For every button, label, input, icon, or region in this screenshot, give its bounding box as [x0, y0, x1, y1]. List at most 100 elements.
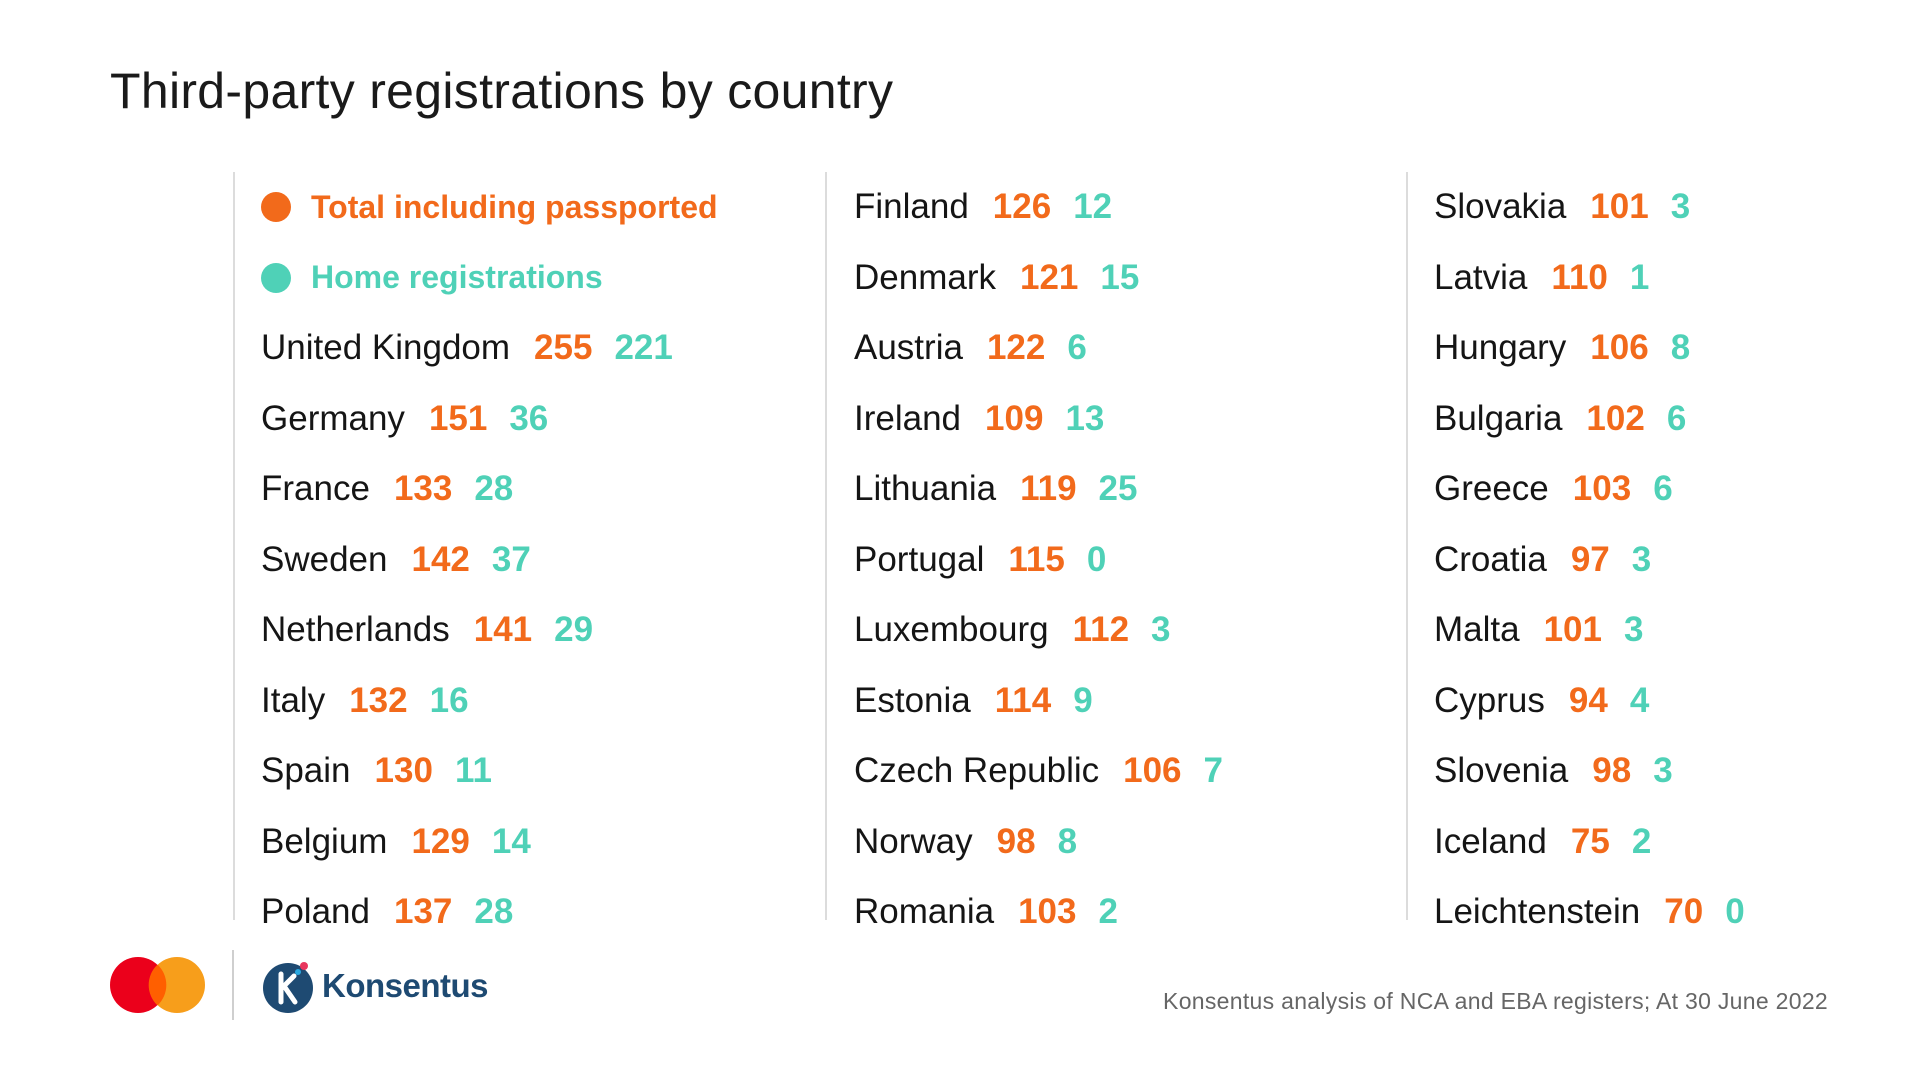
country-name: Ireland — [854, 398, 962, 438]
country-name: France — [261, 469, 370, 509]
home-value: 3 — [1653, 751, 1673, 791]
home-value: 1 — [1629, 257, 1650, 297]
table-row: Norway 98 8 — [827, 807, 1407, 878]
legend-item-home: Home registrations — [235, 243, 825, 314]
home-value: 0 — [1086, 539, 1107, 579]
source-note: Konsentus analysis of NCA and EBA regist… — [1163, 988, 1828, 1014]
home-value: 29 — [554, 610, 594, 650]
total-value: 98 — [996, 821, 1036, 861]
table-column-1: Total including passported Home registra… — [233, 172, 825, 931]
footer-logos: Konsentus — [110, 950, 530, 1020]
home-value: 6 — [1666, 398, 1687, 438]
table-row: Denmark 121 15 — [827, 243, 1407, 314]
home-value: 36 — [509, 398, 549, 438]
home-value: 14 — [491, 821, 531, 861]
table-row: Croatia 97 3 — [1408, 525, 1908, 596]
country-name: Cyprus — [1434, 680, 1545, 720]
table-column-2: Finland 126 12 Denmark 121 15 Austria 122 6 Irela… — [825, 172, 1407, 931]
total-value: 132 — [349, 680, 408, 720]
country-name: Lithuania — [854, 469, 997, 509]
table-row: Cyprus 94 4 — [1408, 666, 1908, 737]
table-row: Slovenia 98 3 — [1408, 736, 1908, 807]
home-value: 2 — [1098, 892, 1118, 932]
country-name: Netherlands — [261, 610, 450, 650]
total-value: 101 — [1590, 187, 1649, 227]
table-column-3: Slovakia 101 3 Latvia 110 1 Hungary 106 8 Bulgari… — [1406, 172, 1908, 931]
total-value: 75 — [1570, 821, 1610, 861]
table-row: Austria 122 6 — [827, 313, 1407, 384]
total-value: 101 — [1543, 610, 1602, 650]
country-name: Portugal — [854, 539, 985, 579]
table-row: Poland 137 28 — [235, 877, 825, 948]
home-value: 12 — [1073, 187, 1113, 227]
country-name: Germany — [261, 398, 405, 438]
total-value: 94 — [1568, 680, 1608, 720]
country-name: Romania — [854, 892, 995, 932]
konsentus-wordmark: Konsentus — [322, 967, 489, 1004]
home-value: 37 — [491, 539, 531, 579]
country-name: Spain — [261, 751, 351, 791]
total-value: 141 — [473, 610, 533, 650]
country-name: Czech Republic — [854, 751, 1100, 791]
home-value: 28 — [474, 892, 514, 932]
table-row: Belgium 129 14 — [235, 807, 825, 878]
country-name: Latvia — [1434, 257, 1528, 297]
table-row: Greece 103 6 — [1408, 454, 1908, 525]
table-row: Leichtenstein 70 0 — [1408, 877, 1908, 948]
total-value: 122 — [986, 328, 1046, 368]
country-name: Iceland — [1434, 821, 1547, 861]
home-value: 3 — [1670, 187, 1691, 227]
table-row: Germany 151 36 — [235, 384, 825, 455]
country-name: Leichtenstein — [1434, 892, 1641, 932]
total-value: 119 — [1020, 469, 1077, 509]
table-row: Romania 103 2 — [827, 877, 1407, 948]
table-row: Bulgaria 102 6 — [1408, 384, 1908, 455]
table-row: Spain 130 11 — [235, 736, 825, 807]
total-value: 115 — [1008, 539, 1065, 579]
table-row: Hungary 106 8 — [1408, 313, 1908, 384]
total-value: 133 — [393, 469, 453, 509]
home-value: 11 — [454, 751, 492, 791]
home-value: 28 — [474, 469, 514, 509]
rows-col-1: Total including passported Home registra… — [235, 172, 825, 313]
home-value: 6 — [1067, 328, 1087, 368]
home-value: 25 — [1098, 469, 1138, 509]
country-name: Croatia — [1434, 539, 1547, 579]
home-value: 15 — [1100, 257, 1140, 297]
country-name: Austria — [854, 328, 963, 368]
home-value: 2 — [1631, 821, 1652, 861]
country-name: Sweden — [261, 539, 388, 579]
country-name: Malta — [1434, 610, 1520, 650]
total-value: 70 — [1664, 892, 1704, 932]
home-value: 7 — [1203, 751, 1223, 791]
country-name: Slovakia — [1434, 187, 1567, 227]
mastercard-logo-icon — [110, 957, 205, 1013]
country-name: Bulgaria — [1434, 398, 1563, 438]
total-value: 142 — [411, 539, 470, 579]
table-row: Slovakia 101 3 — [1408, 172, 1908, 243]
home-legend-dot-icon — [261, 262, 291, 293]
total-value: 103 — [1572, 469, 1632, 509]
home-value: 6 — [1653, 469, 1673, 509]
country-list-1: United Kingdom 255 221 Germany 151 36 France 13… — [235, 313, 825, 948]
table-row: United Kingdom 255 221 — [235, 313, 825, 384]
country-name: Denmark — [854, 257, 996, 297]
table-row: France 133 28 — [235, 454, 825, 525]
country-name: Luxembourg — [854, 610, 1049, 650]
total-value: 106 — [1590, 328, 1649, 368]
legend-item-total: Total including passported — [235, 172, 825, 243]
total-value: 129 — [411, 821, 470, 861]
home-value: 221 — [614, 328, 673, 368]
total-value: 114 — [994, 680, 1052, 720]
total-value: 110 — [1551, 257, 1608, 297]
table-row: Italy 132 16 — [235, 666, 825, 737]
home-value: 4 — [1629, 680, 1650, 720]
total-value: 112 — [1072, 610, 1130, 650]
country-list-2: Finland 126 12 Denmark 121 15 Austria 122 6 Irela… — [827, 172, 1407, 948]
total-value: 137 — [393, 892, 453, 932]
total-value: 126 — [992, 187, 1052, 227]
total-value: 255 — [534, 328, 593, 368]
total-value: 130 — [374, 751, 433, 791]
table-row: Malta 101 3 — [1408, 595, 1908, 666]
legend-label-home: Home registrations — [311, 259, 603, 296]
